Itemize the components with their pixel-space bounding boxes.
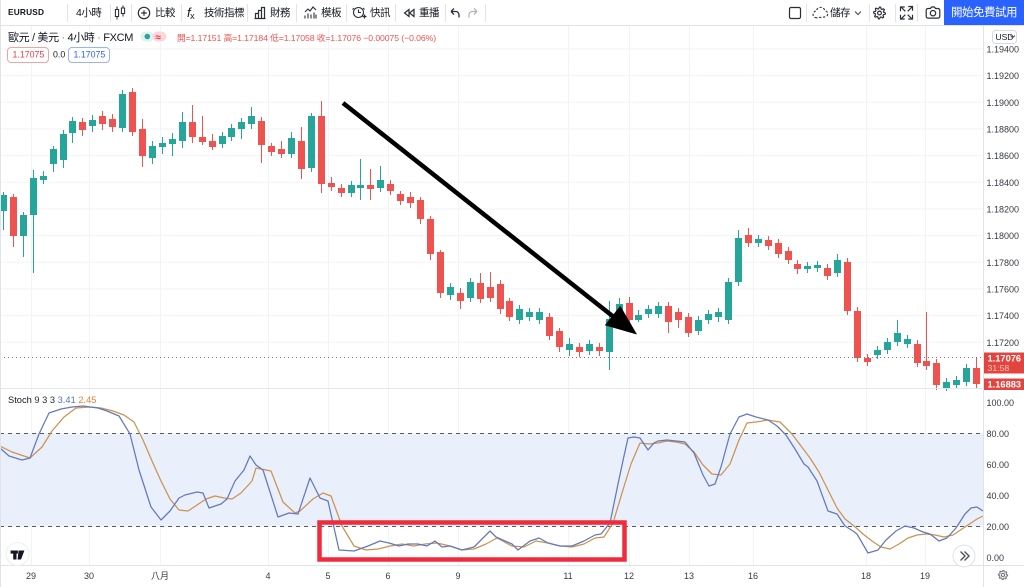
svg-text:Stoch 9 3 3 3.41 2.45: Stoch 9 3 3 3.41 2.45 <box>8 395 96 405</box>
svg-text:1.17075: 1.17075 <box>74 50 106 60</box>
svg-text:100.00: 100.00 <box>987 398 1015 408</box>
svg-text:1.18400: 1.18400 <box>987 178 1020 188</box>
svg-text:80.00: 80.00 <box>987 429 1010 439</box>
svg-text:0.0: 0.0 <box>53 50 65 60</box>
svg-text:1.18000: 1.18000 <box>987 231 1020 241</box>
svg-text:1.17076: 1.17076 <box>988 354 1022 364</box>
svg-text:5: 5 <box>325 571 330 581</box>
svg-text:11: 11 <box>563 571 572 581</box>
svg-text:9: 9 <box>455 571 460 581</box>
svg-text:0.00: 0.00 <box>987 553 1005 563</box>
svg-text:40.00: 40.00 <box>987 491 1010 501</box>
svg-text:13: 13 <box>684 571 694 581</box>
svg-text:1.19400: 1.19400 <box>987 45 1020 55</box>
svg-text:1.17200: 1.17200 <box>987 338 1020 348</box>
svg-text:開=1.17151 高=1.17184 低=1.17058: 開=1.17151 高=1.17184 低=1.17058 收=1.17076 … <box>177 31 436 44</box>
svg-text:29: 29 <box>26 571 36 581</box>
svg-text:1.16883: 1.16883 <box>988 380 1022 390</box>
svg-text:20.00: 20.00 <box>987 522 1010 532</box>
svg-text:歐元 / 美元 · 4小時 · FXCM: 歐元 / 美元 · 4小時 · FXCM <box>8 29 133 45</box>
svg-text:6: 6 <box>385 571 390 581</box>
svg-text:1.17800: 1.17800 <box>987 258 1020 268</box>
svg-text:1.17400: 1.17400 <box>987 311 1020 321</box>
svg-text:60.00: 60.00 <box>987 460 1010 470</box>
svg-text:31:58: 31:58 <box>988 363 1010 373</box>
svg-text:1.18800: 1.18800 <box>987 125 1020 135</box>
svg-text:1.17075: 1.17075 <box>13 50 45 60</box>
svg-text:≈: ≈ <box>156 33 162 44</box>
svg-text:USD: USD <box>996 32 1014 42</box>
svg-text:1.19200: 1.19200 <box>987 71 1020 81</box>
svg-text:4: 4 <box>265 571 270 581</box>
svg-text:19: 19 <box>920 571 930 581</box>
svg-text:1.19000: 1.19000 <box>987 98 1020 108</box>
svg-text:1.18200: 1.18200 <box>987 205 1020 215</box>
svg-text:八月: 八月 <box>151 569 169 582</box>
svg-text:1.17600: 1.17600 <box>987 285 1020 295</box>
svg-text:16: 16 <box>748 571 758 581</box>
svg-text:1.18600: 1.18600 <box>987 151 1020 161</box>
svg-text:12: 12 <box>624 571 634 581</box>
svg-text:18: 18 <box>861 571 871 581</box>
svg-text:30: 30 <box>84 571 94 581</box>
